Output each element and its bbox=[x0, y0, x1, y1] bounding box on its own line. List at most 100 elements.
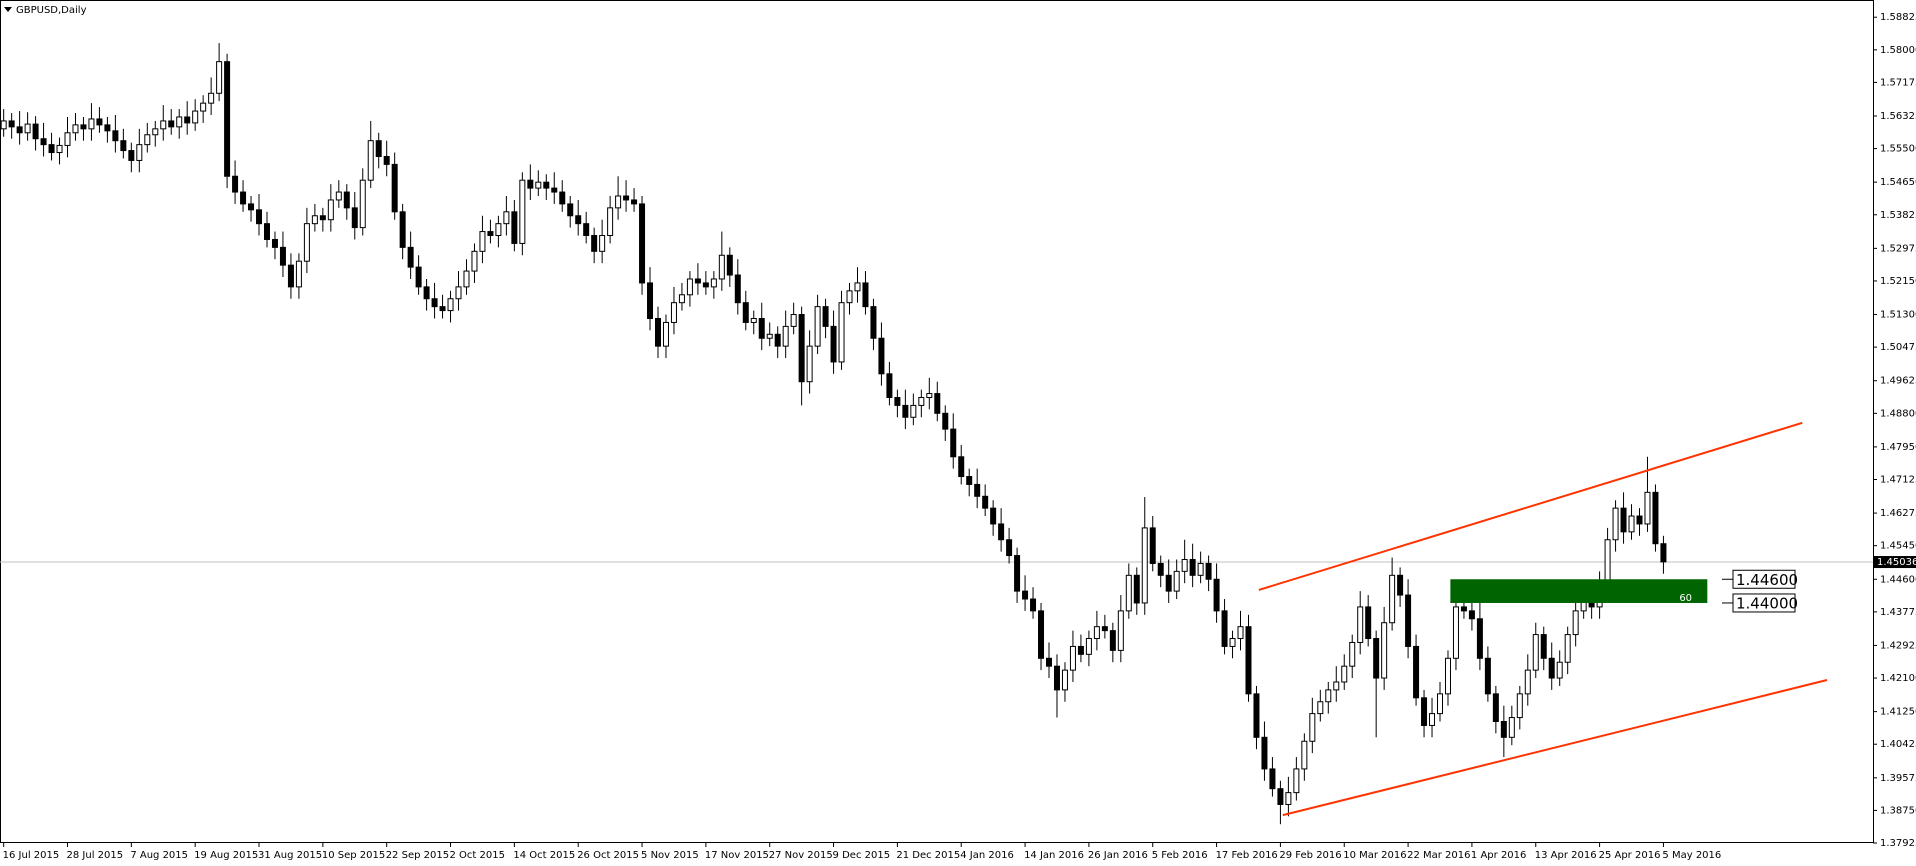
x-tick-label: 27 Nov 2015 bbox=[769, 850, 833, 861]
candle-body bbox=[1468, 610, 1475, 620]
candle-body bbox=[982, 495, 989, 509]
candle-body bbox=[1038, 610, 1045, 659]
candle-body bbox=[407, 246, 414, 268]
candle-body bbox=[1564, 634, 1571, 663]
candle-body bbox=[1053, 665, 1060, 691]
candle-body bbox=[343, 191, 350, 209]
candle-body bbox=[1628, 515, 1635, 533]
candle-body bbox=[1444, 657, 1451, 695]
x-tick-label: 7 Aug 2015 bbox=[130, 850, 188, 861]
candle-body bbox=[1030, 598, 1037, 612]
candle-body bbox=[774, 333, 781, 347]
candle-body bbox=[303, 223, 310, 262]
x-tick-label: 29 Feb 2016 bbox=[1279, 850, 1341, 861]
candle-body bbox=[447, 298, 454, 312]
candle-body bbox=[1181, 559, 1188, 572]
x-tick-label: 10 Sep 2015 bbox=[322, 850, 385, 861]
candle-body bbox=[423, 286, 430, 300]
candle-body bbox=[48, 144, 55, 154]
candle-body bbox=[256, 209, 263, 225]
x-tick-label: 9 Dec 2015 bbox=[833, 850, 891, 861]
candle-body bbox=[1429, 713, 1436, 726]
candle-body bbox=[375, 140, 382, 157]
y-tick-label: 1.58000 bbox=[1880, 45, 1916, 56]
price-box bbox=[1874, 556, 1916, 569]
candle-body bbox=[1516, 693, 1523, 719]
candle-body bbox=[1141, 527, 1148, 604]
candle-body bbox=[1484, 657, 1491, 695]
candle-body bbox=[224, 61, 231, 177]
x-tick-label: 10 Mar 2016 bbox=[1343, 850, 1406, 861]
candle-body bbox=[1197, 562, 1204, 576]
candle-body bbox=[1397, 574, 1404, 596]
candle-body bbox=[495, 223, 502, 237]
level-box bbox=[1732, 593, 1796, 613]
candle-body bbox=[886, 373, 893, 399]
candle-body bbox=[1452, 606, 1459, 659]
candle-body bbox=[1389, 574, 1396, 624]
x-tick-label: 14 Jan 2016 bbox=[1024, 850, 1084, 861]
candle-body bbox=[814, 306, 821, 347]
candle-body bbox=[1476, 618, 1483, 659]
candle-body bbox=[1301, 740, 1308, 770]
candle-body bbox=[734, 274, 741, 304]
candle-body bbox=[1524, 669, 1531, 695]
candle-body bbox=[240, 191, 247, 205]
candle-body bbox=[1325, 689, 1332, 703]
candle-body bbox=[607, 207, 614, 237]
candle-body bbox=[702, 282, 709, 288]
y-tick-label: 1.57175 bbox=[1880, 77, 1916, 88]
candle-body bbox=[726, 254, 733, 276]
y-tick-label: 1.53825 bbox=[1880, 210, 1916, 221]
candle-body bbox=[878, 337, 885, 375]
candle-body bbox=[1125, 574, 1132, 612]
candle-body bbox=[583, 223, 590, 237]
candle-body bbox=[351, 207, 358, 229]
candle-body bbox=[551, 187, 558, 193]
candle-body bbox=[535, 181, 542, 189]
candle-body bbox=[830, 325, 837, 363]
candle-body bbox=[176, 116, 183, 128]
candle-body bbox=[1093, 626, 1100, 640]
candle-body bbox=[1540, 634, 1547, 659]
candle-body bbox=[88, 118, 95, 130]
candle-body bbox=[662, 321, 669, 347]
y-tick-label: 1.56325 bbox=[1880, 111, 1916, 122]
y-tick-label: 1.58825 bbox=[1880, 12, 1916, 23]
candle-body bbox=[1022, 590, 1029, 600]
candle-body bbox=[1133, 574, 1140, 604]
candle-body bbox=[136, 144, 143, 161]
candle-body bbox=[279, 246, 286, 266]
candle-body bbox=[742, 302, 749, 323]
y-tick-label: 1.54650 bbox=[1880, 177, 1916, 188]
candle-body bbox=[1173, 570, 1180, 592]
candle-body bbox=[112, 130, 119, 142]
y-tick-label: 1.48800 bbox=[1880, 408, 1916, 419]
y-tick-label: 1.52975 bbox=[1880, 243, 1916, 254]
candle-body bbox=[511, 211, 518, 244]
y-tick-label: 1.39575 bbox=[1880, 773, 1916, 784]
candle-body bbox=[822, 306, 829, 327]
level-box bbox=[1732, 569, 1796, 589]
candle-body bbox=[966, 476, 973, 485]
candle-body bbox=[128, 150, 135, 161]
x-tick-label: 25 Apr 2016 bbox=[1599, 850, 1661, 861]
x-tick-label: 16 Jul 2015 bbox=[3, 850, 60, 861]
y-tick-label: 1.38750 bbox=[1880, 805, 1916, 816]
y-tick-label: 1.42925 bbox=[1880, 640, 1916, 651]
menu-triangle[interactable] bbox=[4, 7, 12, 12]
candle-body bbox=[838, 302, 845, 363]
candle-body bbox=[686, 278, 693, 296]
level-label: 1.44600 bbox=[1736, 571, 1798, 589]
candle-body bbox=[718, 254, 725, 280]
candle-body bbox=[1253, 693, 1260, 738]
candle-body bbox=[942, 412, 949, 430]
candle-body bbox=[24, 123, 31, 134]
candle-body bbox=[200, 102, 207, 112]
candle-body bbox=[1349, 641, 1356, 667]
candle-body bbox=[639, 203, 646, 284]
candle-body bbox=[1157, 562, 1164, 576]
candle-body bbox=[455, 286, 462, 300]
candle-body bbox=[631, 199, 638, 205]
candle-body bbox=[758, 317, 765, 339]
